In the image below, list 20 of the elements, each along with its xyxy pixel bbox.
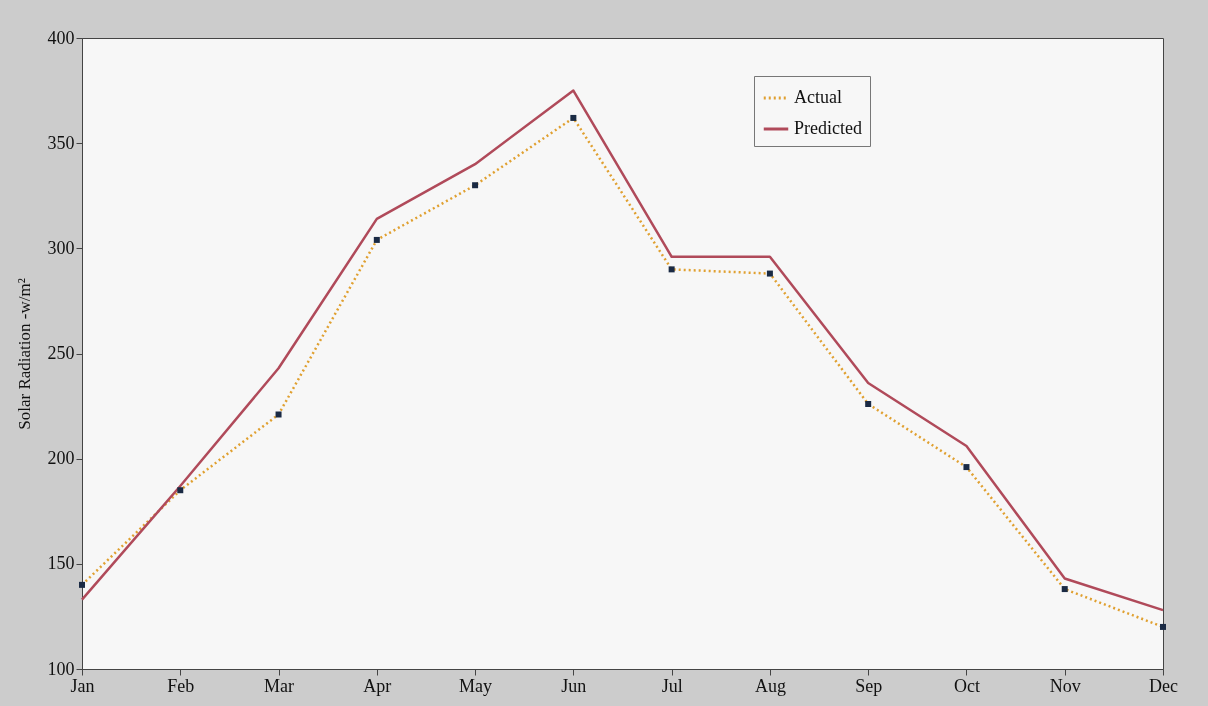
x-tick-label: Aug — [754, 675, 786, 696]
x-tick-label: Jul — [661, 675, 683, 696]
x-tick-label: May — [459, 675, 493, 696]
y-tick-label: 350 — [47, 132, 75, 153]
x-tick-label: Oct — [953, 675, 980, 696]
y-tick-label: 250 — [47, 343, 75, 363]
x-tick-label: Sep — [855, 675, 883, 696]
y-tick-label: 150 — [47, 553, 75, 574]
legend-label: Actual — [794, 87, 842, 107]
x-tick-label: Apr — [363, 675, 392, 696]
x-tick-label: Dec — [1149, 675, 1178, 696]
x-tick-label: Jun — [561, 675, 587, 696]
y-tick-label: 400 — [47, 27, 75, 48]
y-axis-title: Solar Radiation -w/m² — [14, 278, 34, 430]
x-tick-label: Mar — [264, 675, 295, 696]
x-tick-label: Feb — [167, 675, 195, 696]
legend-label: Predicted — [794, 118, 862, 138]
x-tick-label: Nov — [1049, 675, 1081, 696]
y-tick-label: 200 — [47, 448, 75, 469]
y-tick-label: 300 — [47, 237, 75, 258]
